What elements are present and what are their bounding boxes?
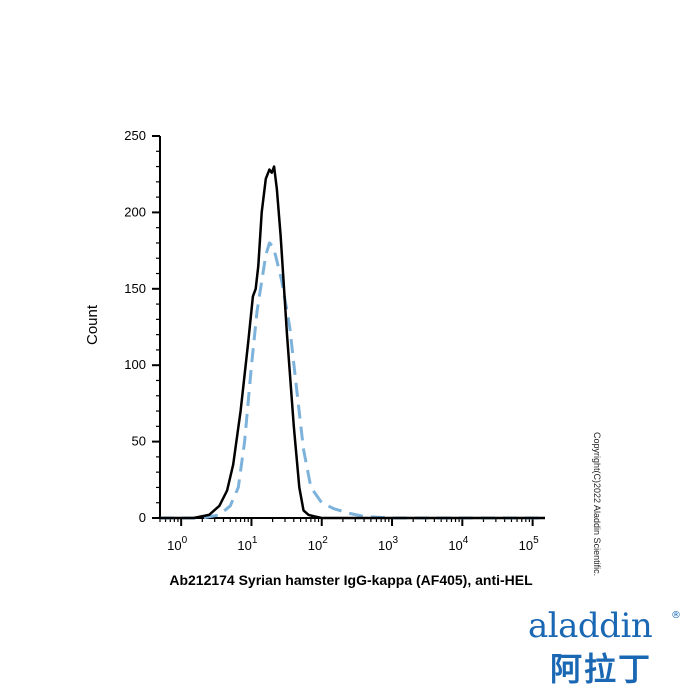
series-layer [160,165,545,520]
y-tick-label: 250 [124,128,146,143]
x-tick-label: 100 [167,535,187,553]
copyright-notice: Copyright(C)2022 Aladdin Scientific. [590,432,604,592]
y-tick-label: 50 [132,434,146,449]
x-tick-label: 101 [237,535,257,553]
y-tick-label: 100 [124,357,146,372]
y-tick-label: 200 [124,204,146,219]
logo-chinese-text: 阿拉丁 [550,650,653,688]
series-line-dashed [160,241,545,520]
aladdin-logo: aladdin ® 阿拉丁 [528,606,688,688]
x-axis-title: Ab212174 Syrian hamster IgG-kappa (AF405… [169,572,533,588]
plot-frame [159,136,545,519]
logo-latin-text: aladdin [528,606,653,646]
series-line-solid [160,165,545,520]
y-axis-title: Count [84,304,101,345]
x-tick-label: 103 [378,535,398,553]
copyright-text: Copyright(C)2022 Aladdin Scientific. [592,432,602,577]
x-tick-label: 105 [519,535,539,553]
logo-registered-mark: ® [671,610,681,621]
y-tick-label: 0 [139,510,146,525]
y-axis: 0 50 100 150 200 250 [124,128,160,525]
x-tick-label: 102 [308,535,328,553]
x-axis: 100 101 102 103 104 105 [159,518,539,553]
x-tick-label: 104 [448,535,468,553]
y-tick-label: 150 [124,281,146,296]
